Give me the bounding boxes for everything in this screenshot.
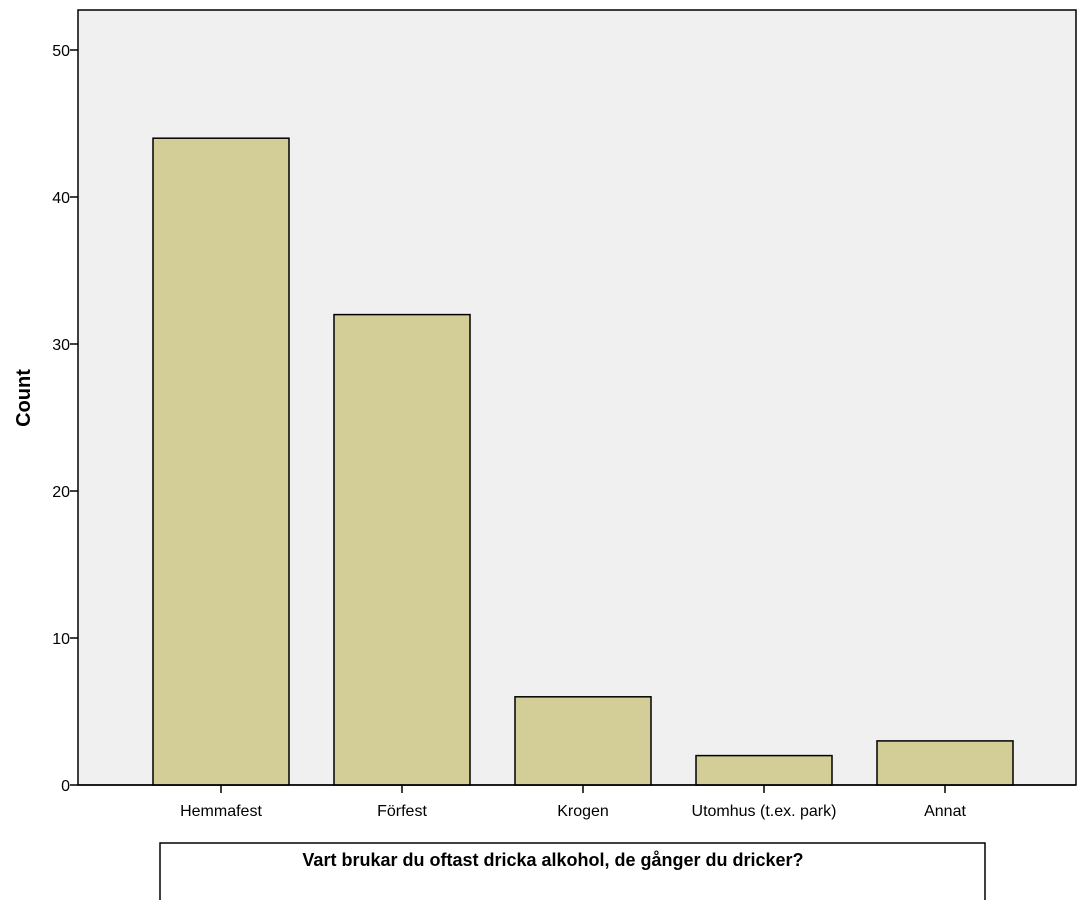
x-axis: Hemmafest Förfest Krogen Utomhus (t.ex. par… [78, 784, 1076, 820]
x-tick-label: Utomhus (t.ex. park) [692, 803, 837, 820]
y-tick-label: 50 [52, 43, 70, 60]
x-tick-label: Annat [924, 803, 966, 820]
x-axis-label: Vart brukar du oftast dricka alkohol, de… [302, 850, 803, 870]
bar [876, 740, 1014, 786]
bars [152, 137, 1014, 786]
y-tick-label: 30 [52, 337, 70, 354]
bar [152, 137, 290, 786]
y-tick-label: 10 [52, 631, 70, 648]
y-tick-label: 40 [52, 190, 70, 207]
x-tick-label: Hemmafest [180, 803, 262, 820]
y-tick-label: 20 [52, 484, 70, 501]
x-axis-label-box [159, 842, 986, 900]
y-axis: 0 10 20 30 40 50 [52, 43, 78, 795]
x-tick-label: Krogen [557, 803, 609, 820]
bar [695, 754, 833, 786]
x-tick-label: Förfest [377, 803, 427, 820]
bar [514, 696, 652, 786]
y-tick-label: 0 [61, 778, 70, 795]
bar [333, 313, 471, 786]
y-axis-label: Count [13, 369, 35, 427]
